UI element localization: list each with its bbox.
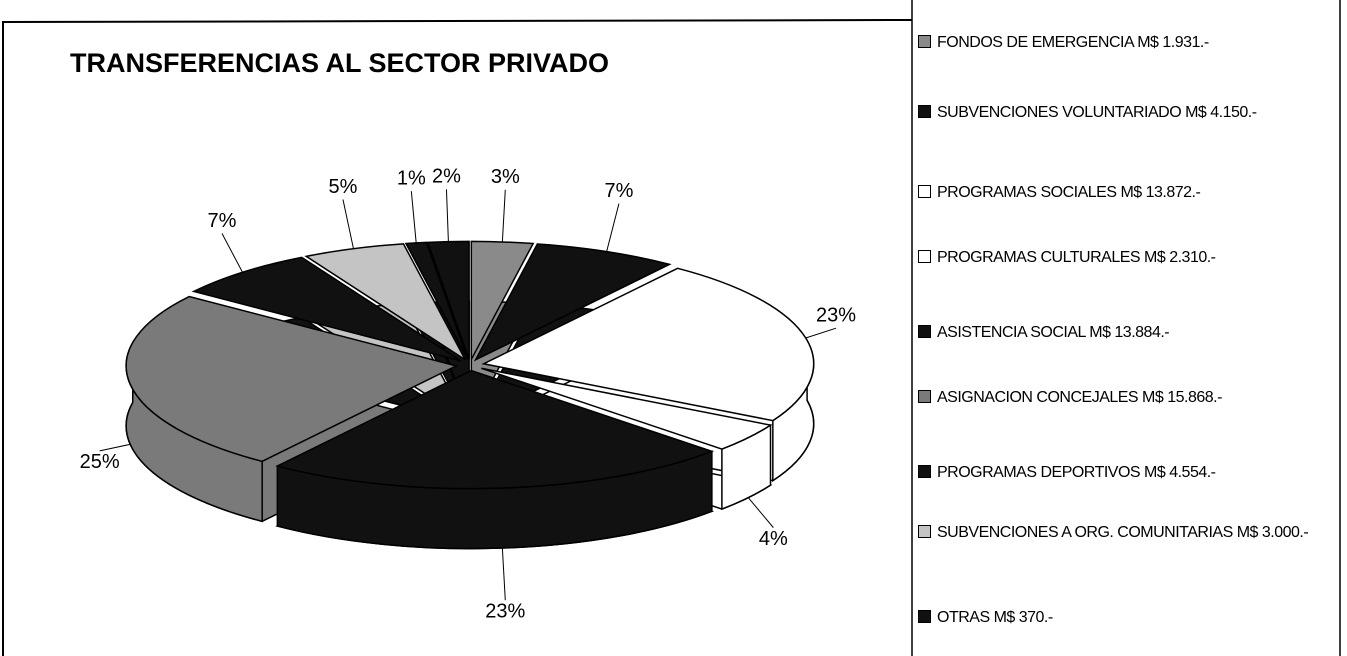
leader-line (99, 443, 131, 452)
legend-entry: PROGRAMAS SOCIALES M$ 13.872.- (918, 180, 1338, 205)
legend-swatch (918, 185, 931, 198)
legend-swatch (918, 390, 931, 403)
legend-swatch (918, 465, 931, 478)
leader-line (221, 233, 243, 273)
data-label: 3% (491, 166, 520, 188)
legend-entry: SUBVENCIONES VOLUNTARIADO M$ 4.150.- (918, 100, 1338, 125)
legend-label: SUBVENCIONES VOLUNTARIADO M$ 4.150.- (937, 104, 1257, 121)
leader-line (805, 327, 837, 339)
chart-title: TRANSFERENCIAS AL SECTOR PRIVADO (70, 48, 609, 78)
legend-swatch (918, 525, 931, 538)
data-label: 2% (432, 166, 461, 188)
slice (125, 295, 459, 463)
frame (1, 19, 913, 23)
leader-line (606, 203, 620, 252)
legend-entry: PROGRAMAS DEPORTIVOS M$ 4.554.- (918, 460, 1338, 485)
data-label: 23% (816, 304, 856, 326)
legend-label: PROGRAMAS DEPORTIVOS M$ 4.554.- (937, 464, 1216, 481)
legend-label: ASIGNACION CONCEJALES M$ 15.868.- (937, 389, 1222, 406)
legend-label: PROGRAMAS SOCIALES M$ 13.872.- (937, 184, 1201, 201)
data-label: 5% (329, 176, 358, 198)
leader-line (501, 189, 506, 242)
legend-swatch (918, 250, 931, 263)
legend-entry: SUBVENCIONES A ORG. COMUNITARIAS M$ 3.00… (918, 520, 1338, 545)
legend-entry: OTRAS M$ 370.- (918, 605, 1338, 630)
leader-line (342, 199, 354, 249)
legend-entry: ASISTENCIA SOCIAL M$ 13.884.- (918, 320, 1338, 345)
legend-swatch (918, 610, 931, 623)
legend-label: FONDOS DE EMERGENCIA M$ 1.931.- (937, 34, 1209, 51)
slice (481, 367, 773, 450)
legend-label: SUBVENCIONES A ORG. COMUNITARIAS M$ 3.00… (937, 524, 1309, 541)
data-label: 1% (397, 167, 426, 189)
data-label: 23% (485, 600, 525, 622)
legend-entry: FONDOS DE EMERGENCIA M$ 1.931.- (918, 30, 1338, 55)
slice (275, 369, 715, 490)
leader-line (410, 191, 417, 243)
data-label: 7% (604, 180, 633, 202)
data-label: 25% (80, 451, 120, 473)
data-label: 7% (208, 210, 237, 232)
legend-label: ASISTENCIA SOCIAL M$ 13.884.- (937, 324, 1170, 341)
leader-line (747, 497, 774, 528)
leader-line (501, 548, 506, 601)
legend-swatch (918, 105, 931, 118)
slice (304, 243, 466, 361)
legend-label: OTRAS M$ 370.- (937, 609, 1053, 626)
legend-swatch (918, 35, 931, 48)
data-label: 4% (759, 528, 788, 550)
legend-entry: PROGRAMAS CULTURALES M$ 2.310.- (918, 245, 1338, 270)
slice (473, 243, 672, 362)
slice (426, 240, 470, 360)
slice (470, 240, 535, 360)
legend-entry: ASIGNACION CONCEJALES M$ 15.868.- (918, 385, 1338, 410)
leader-line (445, 189, 449, 242)
legend-label: PROGRAMAS CULTURALES M$ 2.310.- (937, 249, 1216, 266)
legend-swatch (918, 325, 931, 338)
